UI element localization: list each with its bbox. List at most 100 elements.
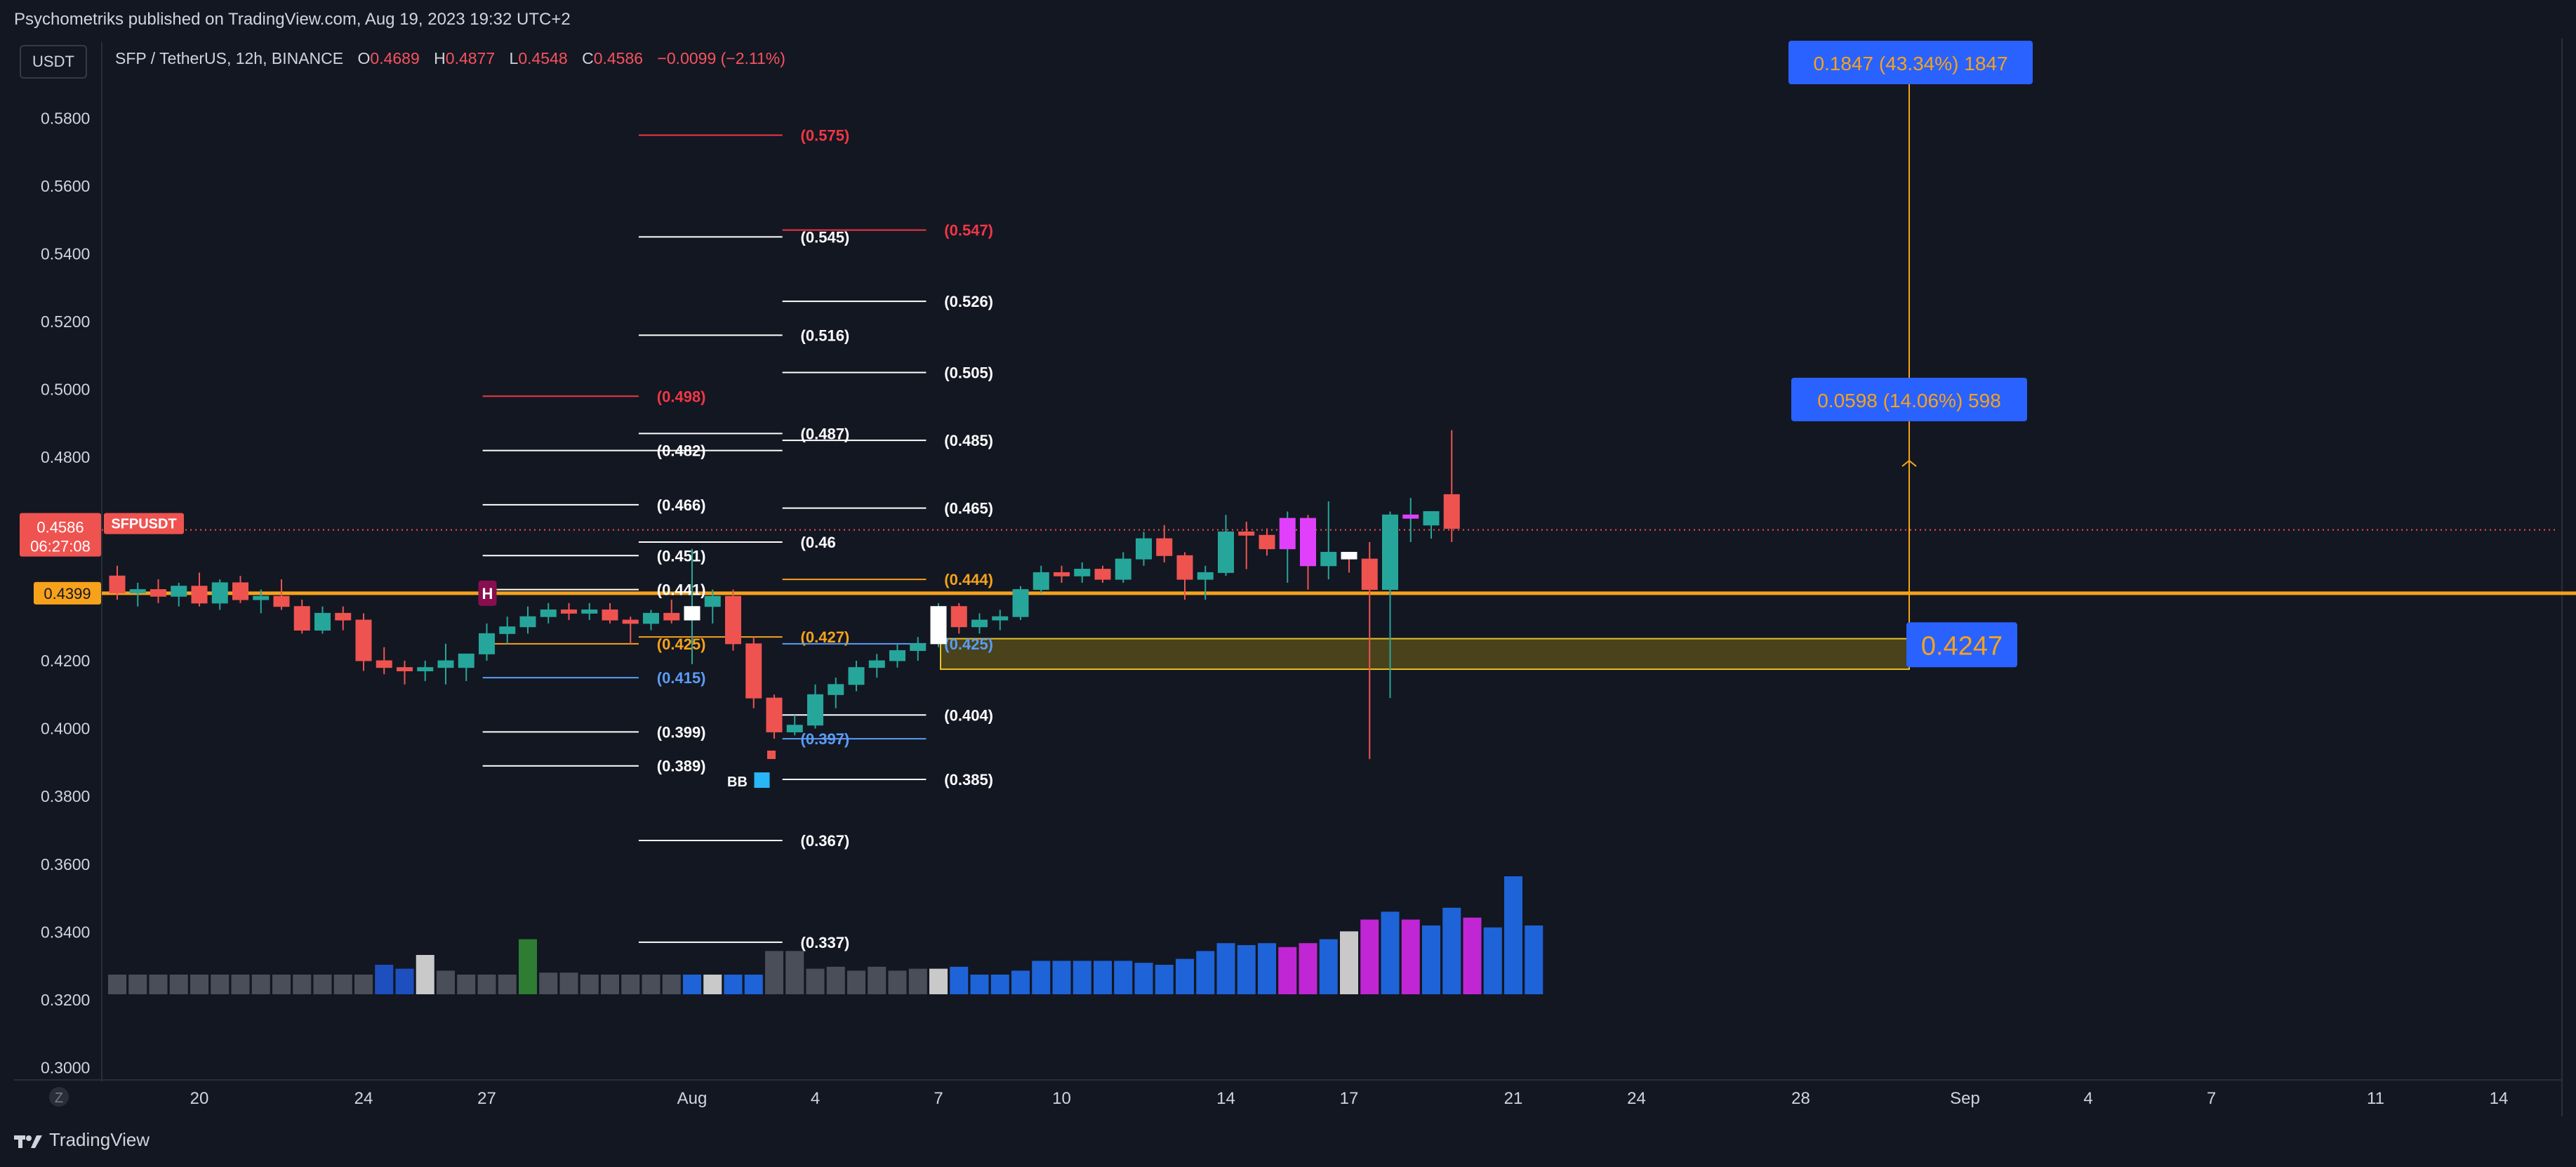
candle-body — [1279, 517, 1296, 550]
x-tick-label: 28 — [1791, 1089, 1810, 1108]
volume-bar — [1401, 919, 1420, 994]
h-marker-label: H — [482, 585, 493, 602]
volume-bar — [929, 968, 948, 994]
volume-bar — [559, 972, 578, 994]
candle-body — [971, 619, 988, 628]
volume-bar — [826, 966, 845, 994]
support-label-text: 0.4399 — [44, 585, 91, 602]
x-tick-label: Aug — [677, 1089, 708, 1108]
volume-bar — [1094, 961, 1112, 994]
x-tick-label: 14 — [1216, 1089, 1235, 1108]
footer-brand[interactable]: TradingView — [49, 1129, 150, 1150]
candle-body — [1300, 517, 1316, 567]
x-tick-label: 7 — [2207, 1089, 2216, 1108]
y-tick-label: 0.5600 — [41, 177, 90, 195]
volume-bar — [437, 970, 455, 994]
price-label-value: 0.4586 — [36, 519, 84, 536]
symbol-title[interactable]: SFP / TetherUS, 12h, BINANCE — [115, 49, 344, 67]
fib-level-label: (0.505) — [944, 364, 993, 381]
candle-body — [519, 616, 536, 628]
candle-body — [622, 619, 639, 624]
volume-bar — [703, 975, 722, 994]
volume-bar — [868, 966, 887, 994]
volume-bar — [580, 975, 599, 994]
volume-bar — [1032, 961, 1051, 994]
volume-bar — [293, 975, 312, 994]
currency-badge[interactable]: USDT — [20, 45, 87, 79]
fib-level-label: (0.545) — [801, 228, 850, 246]
volume-bar — [806, 968, 825, 994]
measure-label-box — [1791, 378, 2027, 421]
price-label-countdown: 06:27:08 — [30, 538, 91, 555]
fib-level-label: (0.526) — [944, 293, 993, 310]
measure-label-text: 0.0598 (14.06%) 598 — [1817, 390, 2001, 411]
publish-info: Psychometriks published on TradingView.c… — [14, 10, 571, 29]
volume-bar — [662, 975, 681, 994]
x-tick-label: 20 — [190, 1089, 209, 1108]
volume-bar — [642, 975, 660, 994]
volume-bar — [354, 975, 373, 994]
y-tick-label: 0.5800 — [41, 109, 90, 127]
fib-level-label: (0.451) — [657, 547, 706, 565]
bb-signal-icon — [767, 750, 776, 759]
measure-arrow-icon — [1901, 459, 1917, 467]
volume-bar — [1134, 963, 1153, 994]
volume-bar — [1155, 965, 1174, 994]
candle-body — [540, 609, 557, 617]
x-tick-label: 4 — [811, 1089, 820, 1108]
fib-level-label: (0.466) — [657, 496, 706, 514]
candle-body — [910, 643, 927, 652]
x-tick-label: 24 — [354, 1089, 373, 1108]
volume-bar — [1258, 943, 1276, 994]
candle-body — [129, 589, 146, 593]
fib-level-label: (0.46 — [801, 534, 836, 551]
candle-body — [1218, 531, 1234, 573]
volume-bar — [765, 951, 783, 994]
fib-level-label: (0.482) — [657, 442, 706, 460]
x-tick-label: Sep — [1950, 1089, 1980, 1108]
volume-bar — [1525, 925, 1543, 994]
candle-body — [211, 582, 228, 604]
h-marker — [478, 580, 497, 606]
volume-bar — [621, 975, 640, 994]
candle-body — [1320, 551, 1337, 567]
candle-body — [766, 697, 783, 732]
candle-body — [684, 606, 701, 621]
volume-bar — [1483, 927, 1502, 994]
candle-body — [581, 609, 598, 614]
volume-bar — [477, 975, 496, 994]
z-button[interactable] — [49, 1087, 69, 1107]
candle-body — [1361, 558, 1378, 591]
volume-bar — [416, 955, 434, 994]
fib-level-label: (0.547) — [944, 222, 993, 239]
candle-body — [437, 660, 454, 668]
volume-bar — [888, 970, 907, 994]
low-label: L — [509, 49, 519, 67]
candle-body — [786, 725, 803, 732]
candle-body — [1402, 514, 1419, 519]
x-tick-label: 21 — [1504, 1089, 1523, 1108]
fib-level-label: (0.415) — [657, 669, 706, 687]
x-tick-label: 27 — [477, 1089, 496, 1108]
volume-bar — [333, 975, 352, 994]
y-tick-label: 0.3400 — [41, 923, 90, 941]
y-tick-label: 0.3800 — [41, 787, 90, 805]
fib-level-label: (0.441) — [657, 581, 706, 599]
candle-body — [602, 609, 618, 621]
fib-level-label: (0.404) — [944, 706, 993, 724]
candle-body — [191, 586, 208, 604]
volume-bar — [313, 975, 332, 994]
volume-bar — [375, 965, 394, 994]
fib-level-label: (0.516) — [801, 327, 850, 344]
price-label-box — [20, 513, 101, 557]
candle-body — [889, 650, 905, 661]
volume-bar — [1504, 876, 1522, 994]
candle-body — [1012, 589, 1029, 617]
volume-bar — [211, 975, 230, 994]
volume-bar — [169, 975, 188, 994]
candle-body — [1197, 572, 1214, 580]
candle-body — [643, 612, 659, 624]
volume-bar — [1052, 961, 1071, 994]
symbol-legend: SFP / TetherUS, 12h, BINANCE O0.4689 H0.… — [115, 49, 785, 68]
